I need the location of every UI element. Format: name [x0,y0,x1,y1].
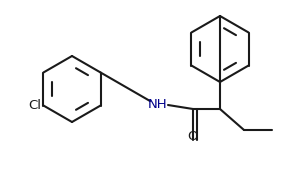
Text: Cl: Cl [29,99,41,112]
Text: O: O [188,130,198,143]
Text: NH: NH [148,98,168,112]
